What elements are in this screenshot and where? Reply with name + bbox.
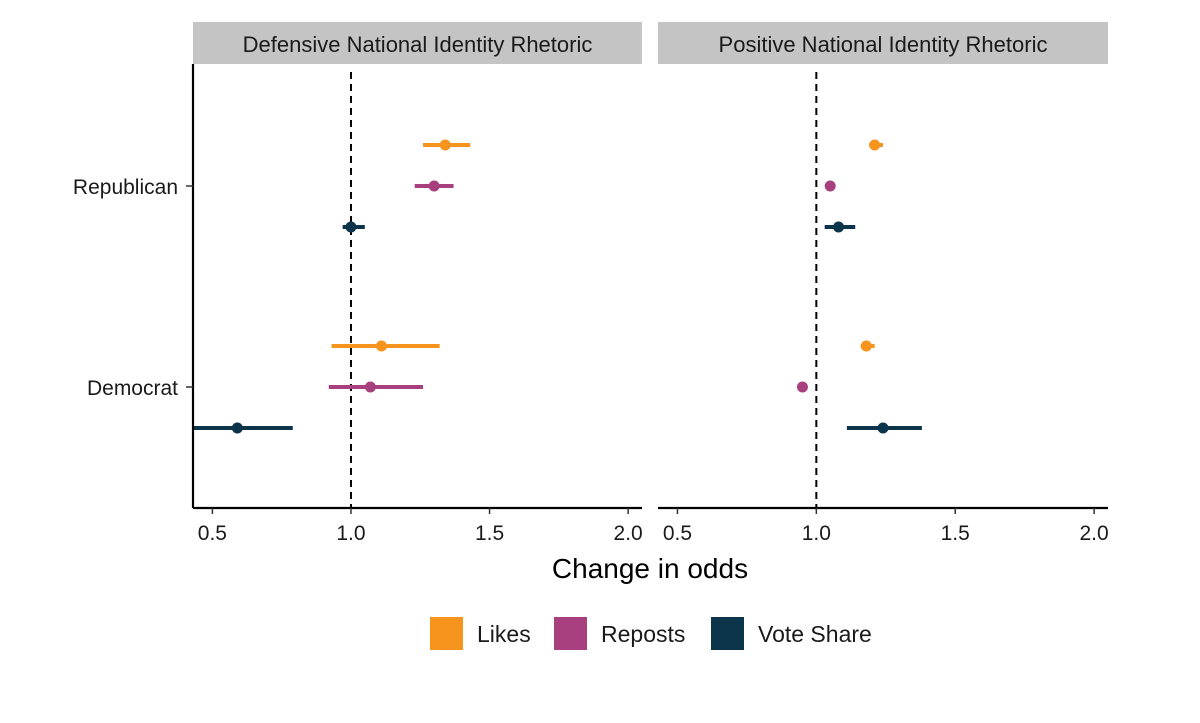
x-tick-label: 1.5 xyxy=(941,522,970,545)
legend-swatch xyxy=(711,617,744,650)
point-vote-share xyxy=(231,422,243,434)
legend-swatch xyxy=(554,617,587,650)
legend-item-reposts: Reposts xyxy=(554,617,685,650)
y-tick-label: Republican xyxy=(73,176,178,199)
x-tick-label: 2.0 xyxy=(1080,522,1109,545)
legend-label: Vote Share xyxy=(758,621,872,647)
point-likes xyxy=(375,340,387,352)
legend-item-vote-share: Vote Share xyxy=(711,617,872,650)
legend-swatch xyxy=(430,617,463,650)
panel-title: Defensive National Identity Rhetoric xyxy=(243,32,593,57)
x-axis-title: Change in odds xyxy=(552,553,748,584)
x-tick-label: 2.0 xyxy=(614,522,643,545)
x-tick-label: 1.0 xyxy=(336,522,365,545)
y-axis: Republican Democrat xyxy=(73,64,195,508)
x-tick-label: 0.5 xyxy=(198,522,227,545)
point-reposts xyxy=(428,180,440,192)
panels: Defensive National Identity Rhetoric 0.5 1… xyxy=(193,22,1109,545)
legend-label: Likes xyxy=(477,621,531,647)
point-reposts xyxy=(364,381,376,393)
panel-2: Positive National Identity Rhetoric 0.5 1.… xyxy=(658,22,1109,545)
legend-label: Reposts xyxy=(601,621,685,647)
legend-item-likes: Likes xyxy=(430,617,531,650)
panel-strip xyxy=(193,22,642,64)
x-tick-label: 0.5 xyxy=(663,522,692,545)
point-vote-share xyxy=(877,422,889,434)
point-likes xyxy=(860,340,872,352)
point-reposts xyxy=(796,381,808,393)
y-tick-label: Democrat xyxy=(87,377,178,400)
panel-1: Defensive National Identity Rhetoric 0.5 1… xyxy=(193,22,643,545)
x-tick-label: 1.0 xyxy=(802,522,831,545)
point-vote-share xyxy=(833,221,845,233)
point-reposts xyxy=(824,180,836,192)
x-tick-label: 1.5 xyxy=(475,522,504,545)
point-vote-share xyxy=(345,221,357,233)
panel-strip xyxy=(658,22,1108,64)
point-likes xyxy=(439,139,451,151)
legend: Likes Reposts Vote Share xyxy=(430,617,872,650)
panel-title: Positive National Identity Rhetoric xyxy=(719,32,1048,57)
point-likes xyxy=(869,139,881,151)
